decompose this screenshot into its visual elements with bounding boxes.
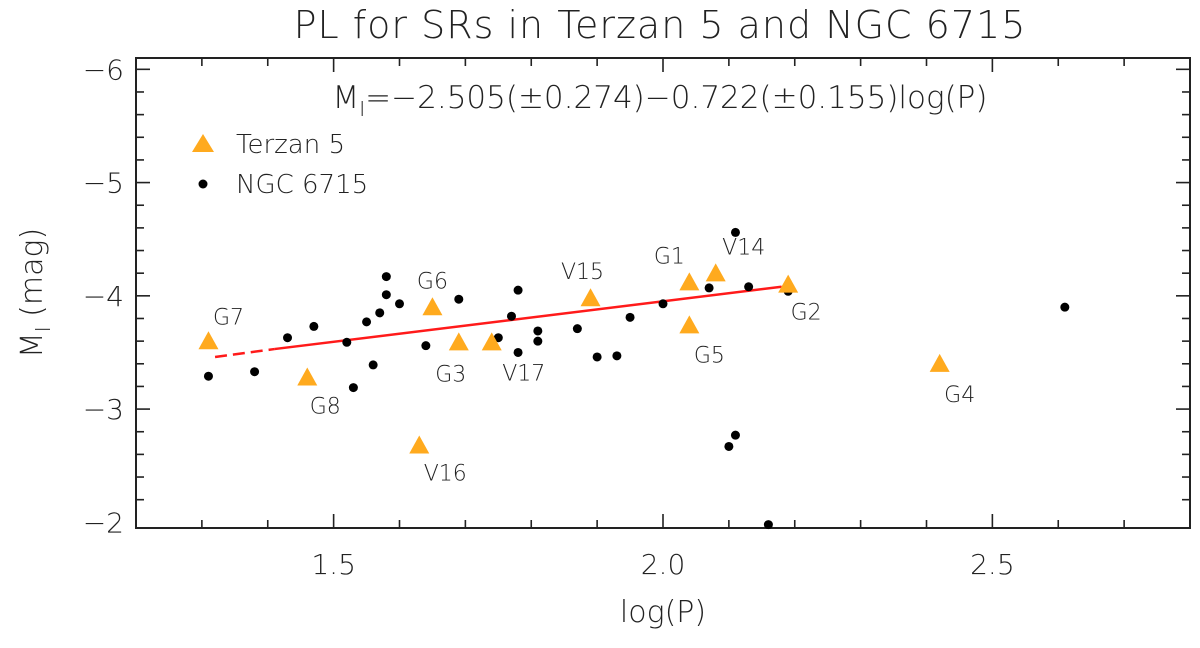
terzan5-point (580, 288, 601, 307)
point-label: G3 (435, 362, 466, 387)
x-tick-label: 2.5 (970, 548, 1015, 581)
point-label: G5 (694, 343, 725, 368)
ngc6715-point (375, 308, 385, 318)
legend-marker-ngc6715 (198, 179, 208, 189)
terzan5-point (198, 331, 219, 350)
ngc6715-point (381, 290, 391, 300)
x-tick-label: 2.0 (641, 548, 686, 581)
y-axis-title-main: M (15, 332, 50, 358)
y-axis-ticks: −6 −5 −4 −3 −2 (83, 53, 1190, 539)
ngc6715-point (658, 299, 668, 309)
ngc6715-point (203, 371, 213, 381)
y-tick-label: −2 (83, 506, 124, 539)
legend-label-ngc6715: NGC 6715 (236, 170, 368, 200)
fit-equation: MI=−2.505(±0.274)−0.722(±0.155)log(P) (333, 80, 988, 121)
y-tick-label: −3 (83, 393, 124, 426)
terzan5-point (481, 332, 502, 351)
fit-line-extrapolated (214, 347, 275, 359)
point-label: V17 (502, 361, 545, 386)
x-axis-title: log(P) (620, 595, 706, 630)
fit-line (214, 285, 782, 359)
y-axis-title-unit: (mag) (15, 228, 50, 327)
ngc6715-point (612, 351, 622, 361)
point-label: V16 (424, 461, 467, 486)
terzan5-point (679, 315, 700, 334)
ngc6715-point (381, 272, 391, 282)
ngc6715-point (250, 367, 260, 377)
ngc6715-point (625, 312, 635, 322)
terzan5-point (448, 332, 469, 351)
ngc6715-point (592, 352, 602, 362)
point-label: G6 (417, 269, 448, 294)
ngc6715-point (342, 337, 352, 347)
ngc6715-point (348, 383, 358, 393)
terzan5-point (422, 297, 443, 316)
point-label: G1 (654, 244, 685, 269)
point-label: V15 (561, 260, 604, 285)
y-tick-label: −5 (83, 167, 124, 200)
point-label: V14 (722, 235, 765, 260)
ngc6715-point (454, 294, 464, 304)
plot-frame (135, 57, 1191, 529)
ngc6715-point (533, 336, 543, 346)
ngc6715-point (368, 360, 378, 370)
ngc6715-point (493, 333, 503, 343)
fit-equation-rest: =−2.505(±0.274)−0.722(±0.155)log(P) (365, 80, 987, 116)
point-label: G7 (213, 305, 244, 330)
ngc6715-series (203, 227, 1070, 530)
ngc6715-point (506, 311, 516, 321)
ngc6715-point (724, 441, 734, 451)
legend-label-terzan5: Terzan 5 (236, 130, 345, 160)
ngc6715-point (421, 341, 431, 351)
y-axis-title: MI (mag) (15, 228, 55, 358)
chart-title: PL for SRs in Terzan 5 and NGC 6715 (294, 3, 1027, 47)
terzan5-point (409, 435, 430, 454)
ngc6715-point (362, 317, 372, 327)
ngc6715-point (730, 227, 740, 237)
ngc6715-point (513, 285, 523, 295)
y-axis-title-sub: I (31, 326, 55, 332)
fit-line-solid (274, 285, 782, 351)
y-tick-label: −4 (83, 280, 124, 313)
ngc6715-point (744, 282, 754, 292)
terzan5-point (297, 367, 318, 386)
fit-equation-sub: I (359, 97, 365, 121)
ngc6715-point (572, 324, 582, 334)
x-axis-ticks: 1.5 2.0 2.5 (201, 58, 1125, 581)
point-label: G8 (310, 395, 341, 420)
terzan5-point (705, 263, 726, 282)
ngc6715-point (283, 333, 293, 343)
terzan5-point (929, 353, 950, 372)
legend: Terzan 5 NGC 6715 (192, 130, 368, 200)
terzan5-point (679, 272, 700, 291)
terzan5-point-labels: G7 G8 G6 G3 V16 V17 V15 G1 G5 V14 G2 G4 (213, 235, 975, 486)
legend-marker-terzan5 (192, 134, 214, 152)
ngc6715-point (1060, 302, 1070, 312)
point-label: G4 (944, 383, 975, 408)
ngc6715-point (763, 520, 773, 530)
x-tick-label: 1.5 (311, 548, 356, 581)
ngc6715-point (704, 283, 714, 293)
ngc6715-point (513, 347, 523, 357)
ngc6715-point (309, 321, 319, 331)
ngc6715-point (730, 430, 740, 440)
point-label: G2 (791, 301, 822, 326)
y-tick-label: −6 (83, 53, 124, 86)
terzan5-point (778, 274, 799, 293)
ngc6715-point (395, 299, 404, 309)
fit-equation-main: M (333, 80, 360, 116)
ngc6715-point (533, 326, 543, 336)
terzan5-series (198, 263, 950, 454)
